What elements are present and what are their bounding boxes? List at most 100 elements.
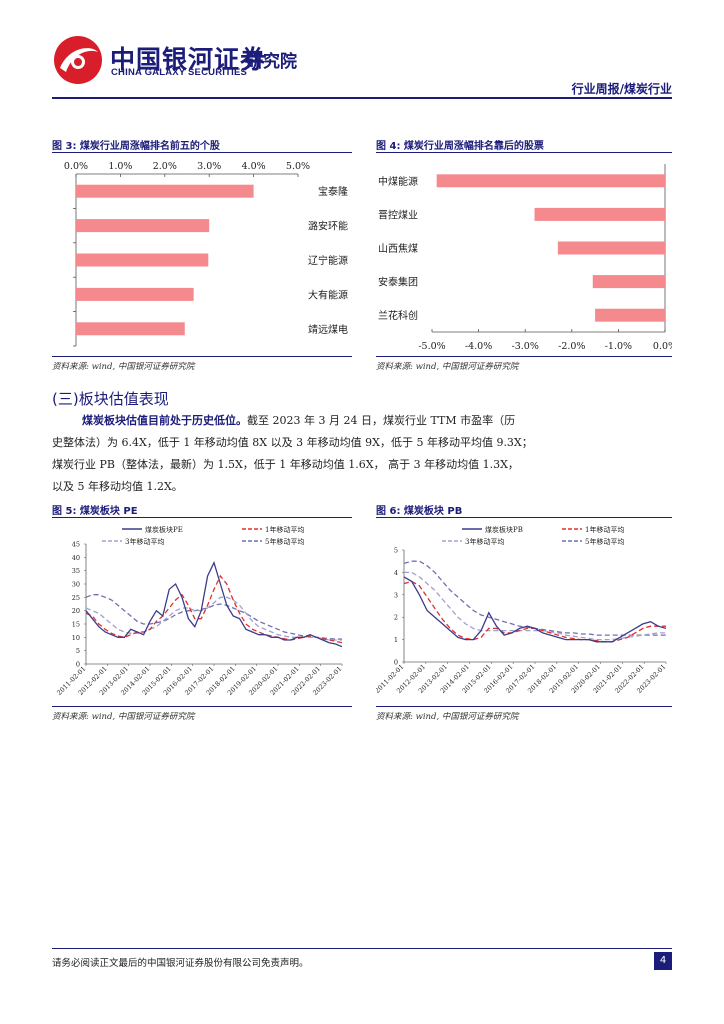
figure-4-bottom-rule: [376, 356, 672, 357]
series-line: [403, 576, 667, 643]
galaxy-logo-icon: [54, 36, 102, 84]
figure-6-source: 资料来源: wind, 中国银河证券研究院: [376, 712, 519, 722]
header-rule: [52, 97, 672, 99]
y-tick-label: 2: [394, 614, 398, 622]
y-tick-label: 0: [394, 659, 398, 667]
figure-4-source: 资料来源: wind, 中国银河证券研究院: [376, 362, 519, 372]
y-tick-label: 5: [394, 547, 398, 555]
x-tick-label: 4.0%: [242, 161, 266, 172]
bar: [76, 287, 194, 301]
x-tick-label: 1.0%: [108, 161, 132, 172]
figure-6-title: 图 6: 煤炭板块 PB: [376, 506, 463, 517]
category-label: 晋控煤业: [378, 208, 418, 221]
figure-3-chart: 0.0% 1.0% 2.0% 3.0% 4.0% 5.0% 宝泰隆潞安环能辽宁能源大有能源靖…: [64, 161, 348, 347]
x-tick-label: -3.0%: [512, 341, 539, 352]
section-heading: (三)板块估值表现: [52, 390, 169, 408]
section-paragraph: 煤炭板块估值目前处于历史低位。截至 2023 年 3 月 24 日，煤炭行业 T…: [52, 410, 652, 498]
legend-label: 5年移动平均: [585, 537, 624, 546]
y-tick-label: 40: [72, 554, 80, 562]
y-tick-label: 45: [72, 541, 80, 549]
paragraph-lead: 煤炭板块估值目前处于历史低位。: [82, 414, 247, 427]
x-tick-label: -5.0%: [418, 341, 445, 352]
legend-label: 3年移动平均: [465, 537, 504, 546]
x-tick-label: 0.0%: [64, 161, 88, 172]
brand-logo: [52, 34, 104, 86]
figure-5-title: 图 5: 煤炭板块 PE: [52, 506, 138, 517]
paragraph-line-2: 史整体法）为 6.4X，低于 1 年移动均值 8X 以及 3 年移动均值 9X，…: [52, 436, 533, 449]
bar: [534, 207, 665, 221]
figure-5-bottom-rule: [52, 706, 352, 707]
x-tick-label: 2.0%: [153, 161, 177, 172]
category-label: 靖远煤电: [308, 323, 348, 336]
y-tick-label: 20: [72, 607, 80, 615]
legend-label: 5年移动平均: [265, 537, 304, 546]
series-line: [85, 596, 342, 641]
page-number: 4: [654, 952, 672, 970]
bar: [592, 275, 665, 289]
bar: [595, 308, 665, 322]
report-tag: 行业周报/煤炭行业: [571, 82, 672, 96]
category-label: 潞安环能: [308, 220, 348, 233]
y-tick-label: 5: [76, 647, 80, 655]
y-tick-label: 4: [394, 569, 398, 577]
paragraph-line-4: 以及 5 年移动均值 1.2X。: [52, 480, 183, 493]
legend-label: 3年移动平均: [125, 537, 164, 546]
y-tick-label: 1: [394, 636, 398, 644]
figure-6-title-rule: [376, 517, 672, 518]
figure-4-title-rule: [376, 152, 672, 153]
legend-label: 1年移动平均: [265, 525, 304, 534]
figure-6-bottom-rule: [376, 706, 672, 707]
y-tick-label: 3: [394, 591, 398, 599]
bar: [436, 174, 665, 188]
figure-5-chart: 煤炭板块PE 1年移动平均 3年移动平均 5年移动平均 0 5 10 15 20 25 30 35 40…: [55, 525, 343, 697]
legend-label: 煤炭板块PE: [145, 525, 183, 534]
category-label: 中煤能源: [378, 175, 418, 188]
bar: [76, 184, 254, 198]
brand-institute: 研究院: [246, 52, 297, 72]
series-line: [85, 594, 343, 640]
x-tick-label: 5.0%: [286, 161, 310, 172]
figure-3-title-rule: [52, 152, 352, 153]
series-line: [85, 574, 343, 644]
figure-3-title: 图 3: 煤炭行业周涨幅排名前五的个股: [52, 141, 220, 152]
figure-4-chart: -5.0% -4.0% -3.0% -2.0% -1.0% 0.0% 中煤能源晋控煤业山西焦…: [378, 164, 672, 352]
y-tick-label: 30: [72, 581, 80, 589]
category-label: 宝泰隆: [318, 185, 348, 198]
bar: [76, 253, 209, 267]
legend-label: 1年移动平均: [585, 525, 624, 534]
legend-label: 煤炭板块PB: [485, 525, 523, 534]
paragraph-line-1-text: 截至 2023 年 3 月 24 日，煤炭行业 TTM 市盈率（历: [247, 414, 516, 427]
figure-4-title: 图 4: 煤炭行业周涨幅排名靠后的股票: [376, 141, 544, 152]
x-tick-label: -4.0%: [465, 341, 492, 352]
x-tick-label: 3.0%: [197, 161, 221, 172]
footer-rule: [52, 948, 672, 949]
paragraph-line-1: 煤炭板块估值目前处于历史低位。截至 2023 年 3 月 24 日，煤炭行业 T…: [52, 410, 652, 432]
y-tick-label: 10: [72, 634, 80, 642]
brand-name-cn: 中国银河证券: [110, 45, 267, 74]
y-tick-label: 35: [72, 567, 80, 575]
bar: [557, 241, 665, 255]
series-line: [85, 560, 343, 648]
y-tick-label: 0: [76, 661, 80, 669]
category-label: 安泰集团: [378, 276, 418, 289]
bar: [76, 322, 185, 336]
x-tick-label: -2.0%: [558, 341, 585, 352]
footer-disclaimer: 请务必阅读正文最后的中国银河证券股份有限公司免责声明。: [52, 958, 309, 969]
series-line: [404, 571, 666, 641]
category-label: 辽宁能源: [308, 254, 348, 267]
x-tick-label: -1.0%: [605, 341, 632, 352]
figure-5-title-rule: [52, 517, 352, 518]
figure-3-source: 资料来源: wind, 中国银河证券研究院: [52, 362, 195, 372]
category-label: 大有能源: [308, 288, 348, 301]
figure-5-source: 资料来源: wind, 中国银河证券研究院: [52, 712, 195, 722]
paragraph-line-3: 煤炭行业 PB（整体法，最新）为 1.5X，低于 1 年移动均值 1.6X， 高…: [52, 458, 519, 471]
category-label: 山西焦煤: [378, 242, 418, 255]
figure-3-bottom-rule: [52, 356, 352, 357]
category-label: 兰花科创: [378, 309, 418, 322]
brand-name-en: CHINA GALAXY SECURITIES: [111, 67, 248, 78]
bar: [76, 219, 210, 233]
x-tick-label: 0.0%: [653, 341, 672, 352]
y-tick-label: 15: [72, 621, 80, 629]
y-tick-label: 25: [72, 594, 80, 602]
